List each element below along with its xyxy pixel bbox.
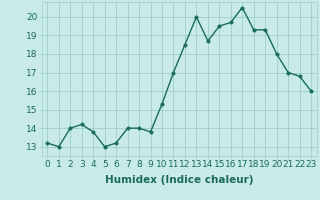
X-axis label: Humidex (Indice chaleur): Humidex (Indice chaleur) xyxy=(105,175,253,185)
